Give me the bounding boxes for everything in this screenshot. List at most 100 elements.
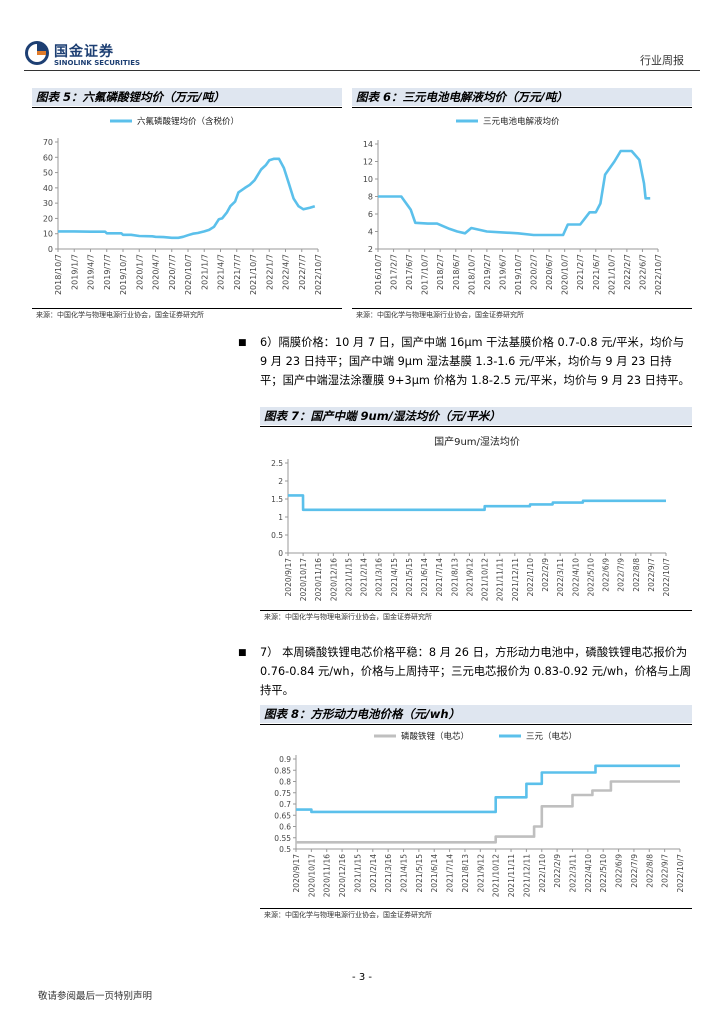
fig8-xtick-label-2: 2020/11/16 <box>323 854 332 897</box>
fig8-xtick-label-19: 2022/4/10 <box>584 854 593 893</box>
fig7-xtick-label-25: 2022/10/7 <box>662 558 671 597</box>
fig8-ytick-label-6: 0.8 <box>279 778 291 787</box>
fig5-xtick-label-15: 2022/7/7 <box>298 254 307 290</box>
logo-english-name: SINOLINK SECURITIES <box>54 59 141 67</box>
logo-chinese-name: 国金证券 <box>54 44 114 60</box>
fig5-bottom-rule <box>32 308 342 309</box>
fig6-bottom-rule <box>352 308 692 309</box>
fig8-xtick-label-16: 2022/1/10 <box>538 854 547 893</box>
fig7-xtick-label-14: 2021/11/11 <box>496 558 505 601</box>
fig7-xtick-label-24: 2022/9/7 <box>647 558 656 592</box>
fig6-xtick-label-9: 2019/10/7 <box>514 254 523 295</box>
fig6-ytick-label-3: 8 <box>368 193 373 202</box>
fig8-legend-label-1: 三元（电芯） <box>526 731 577 742</box>
fig5-xtick-label-10: 2021/4/7 <box>217 254 226 290</box>
fig8-xtick-label-3: 2020/12/16 <box>338 854 347 897</box>
fig5-ytick-label-3: 30 <box>43 199 53 208</box>
fig8-xtick-label-12: 2021/9/12 <box>476 854 485 893</box>
fig5-ytick-label-4: 40 <box>43 184 53 193</box>
fig6-ytick-label-2: 6 <box>368 210 373 219</box>
fig5-title-bar <box>32 88 342 106</box>
fig7-series-line-0 <box>288 494 666 512</box>
fig8-xtick-label-24: 2022/9/7 <box>661 854 670 888</box>
fig6-xtick-label-18: 2022/10/7 <box>654 254 663 295</box>
fig6-ytick-label-1: 4 <box>368 228 373 237</box>
header-divider <box>24 70 700 71</box>
fig6-xtick-label-4: 2018/2/7 <box>436 254 445 290</box>
logo-mark-icon <box>25 41 49 65</box>
fig6-xtick-label-5: 2018/6/7 <box>452 254 461 290</box>
fig5-xtick-label-9: 2021/1/7 <box>200 254 209 290</box>
fig7-xtick-label-2: 2020/11/16 <box>314 558 323 601</box>
fig5-xtick-label-1: 2019/1/7 <box>70 254 79 290</box>
fig5-xtick-label-16: 2022/10/7 <box>314 254 323 295</box>
fig5-xtick-label-3: 2019/7/7 <box>103 254 112 290</box>
fig8-ytick-label-3: 0.65 <box>274 811 291 820</box>
para7-cell-prices: 7） 本周磷酸铁锂电芯价格平稳：8 月 26 日，方形动力电池中，磷酸铁锂电芯报… <box>260 646 692 697</box>
document-type: 行业周报 <box>640 54 684 67</box>
fig5-xtick-label-13: 2022/1/7 <box>265 254 274 290</box>
fig8-series-line-0 <box>296 780 680 844</box>
fig5-ytick-label-0: 0 <box>48 245 53 254</box>
fig7-ytick-label-4: 2 <box>278 477 283 486</box>
fig7-xtick-label-3: 2020/12/16 <box>329 558 338 601</box>
fig7-xtick-label-7: 2021/4/15 <box>390 558 399 597</box>
fig6-xtick-label-10: 2020/2/7 <box>530 254 539 290</box>
fig8-ytick-label-0: 0.5 <box>279 845 291 854</box>
fig6-title-bar <box>352 88 692 106</box>
fig5-series-line-0 <box>58 157 316 240</box>
fig7-xtick-label-19: 2022/4/10 <box>571 558 580 597</box>
fig7-xtick-label-10: 2021/7/14 <box>435 558 444 597</box>
fig8-ytick-label-1: 0.55 <box>274 834 291 843</box>
fig6-xtick-label-1: 2017/2/7 <box>390 254 399 290</box>
fig7-source: 来源：中国化学与物理电源行业协会，国金证券研究所 <box>264 613 432 621</box>
fig6-xtick-label-11: 2020/6/7 <box>545 254 554 290</box>
fig8-xtick-label-25: 2022/10/7 <box>676 854 685 893</box>
fig6-xtick-label-8: 2019/6/7 <box>498 254 507 290</box>
fig6-ytick-label-4: 10 <box>363 175 373 184</box>
fig5-ytick-label-5: 50 <box>43 169 53 178</box>
fig7-xtick-label-9: 2021/6/14 <box>420 558 429 597</box>
fig5-xtick-label-7: 2020/7/7 <box>168 254 177 290</box>
fig5-xtick-label-5: 2020/1/7 <box>135 254 144 290</box>
fig7-title: 图表 7：国产中端 9um/湿法均价（元/平米） <box>264 409 501 423</box>
fig7-xtick-label-18: 2022/3/11 <box>556 558 565 597</box>
fig8-title: 图表 8：方形动力电池价格（元/wh） <box>264 707 461 721</box>
fig8-bottom-rule <box>260 908 692 909</box>
fig8-xtick-label-7: 2021/4/15 <box>400 854 409 893</box>
fig8-source: 来源：中国化学与物理电源行业协会，国金证券研究所 <box>264 911 432 919</box>
fig8-xtick-label-20: 2022/5/10 <box>599 854 608 893</box>
fig7-ytick-label-0: 0 <box>278 549 283 558</box>
fig6-top-rule <box>352 107 692 108</box>
fig8-xtick-label-23: 2022/8/8 <box>645 854 654 888</box>
fig6-xtick-label-16: 2022/2/7 <box>623 254 632 290</box>
fig6-xtick-label-15: 2021/10/7 <box>607 254 616 295</box>
fig8-xtick-label-0: 2020/9/17 <box>292 854 301 893</box>
fig8-xtick-label-9: 2021/6/14 <box>430 854 439 893</box>
fig7-xtick-label-23: 2022/8/8 <box>632 558 641 592</box>
fig8-xtick-label-14: 2021/11/11 <box>507 854 516 897</box>
fig7-ytick-label-3: 1.5 <box>271 495 283 504</box>
fig7-title-bar <box>260 407 692 425</box>
fig8-xtick-label-5: 2021/2/14 <box>369 854 378 893</box>
fig8-ytick-label-4: 0.7 <box>279 800 291 809</box>
fig8-xtick-label-8: 2021/5/15 <box>415 854 424 893</box>
company-logo: 国金证券 SINOLINK SECURITIES <box>24 40 164 72</box>
fig7-top-rule <box>260 426 692 427</box>
fig8-ytick-label-5: 0.75 <box>274 789 291 798</box>
fig7-xtick-label-5: 2021/2/14 <box>360 558 369 597</box>
fig7-xtick-label-21: 2022/6/9 <box>602 558 611 592</box>
fig7-xtick-label-0: 2020/9/17 <box>284 558 293 597</box>
fig8-xtick-label-1: 2020/10/17 <box>307 854 316 897</box>
fig8-xtick-label-18: 2022/3/11 <box>568 854 577 893</box>
fig8-ytick-label-7: 0.85 <box>274 766 291 775</box>
fig8-ytick-label-8: 0.9 <box>279 755 291 764</box>
fig6-legend-label-0: 三元电池电解液均价 <box>483 116 560 127</box>
fig7-chart: 国产9um/湿法均价 0 0.5 1 1.5 2 2.5 2020/9/17 2020/10/1… <box>271 435 671 601</box>
fig8-xtick-label-13: 2021/10/12 <box>492 854 501 897</box>
fig8-xtick-label-21: 2022/6/9 <box>615 854 624 888</box>
fig5-xtick-label-8: 2020/10/7 <box>184 254 193 295</box>
fig6-xtick-label-12: 2020/10/7 <box>561 254 570 295</box>
fig6-xtick-label-7: 2019/2/7 <box>483 254 492 290</box>
fig8-xtick-label-11: 2021/8/13 <box>461 854 470 893</box>
